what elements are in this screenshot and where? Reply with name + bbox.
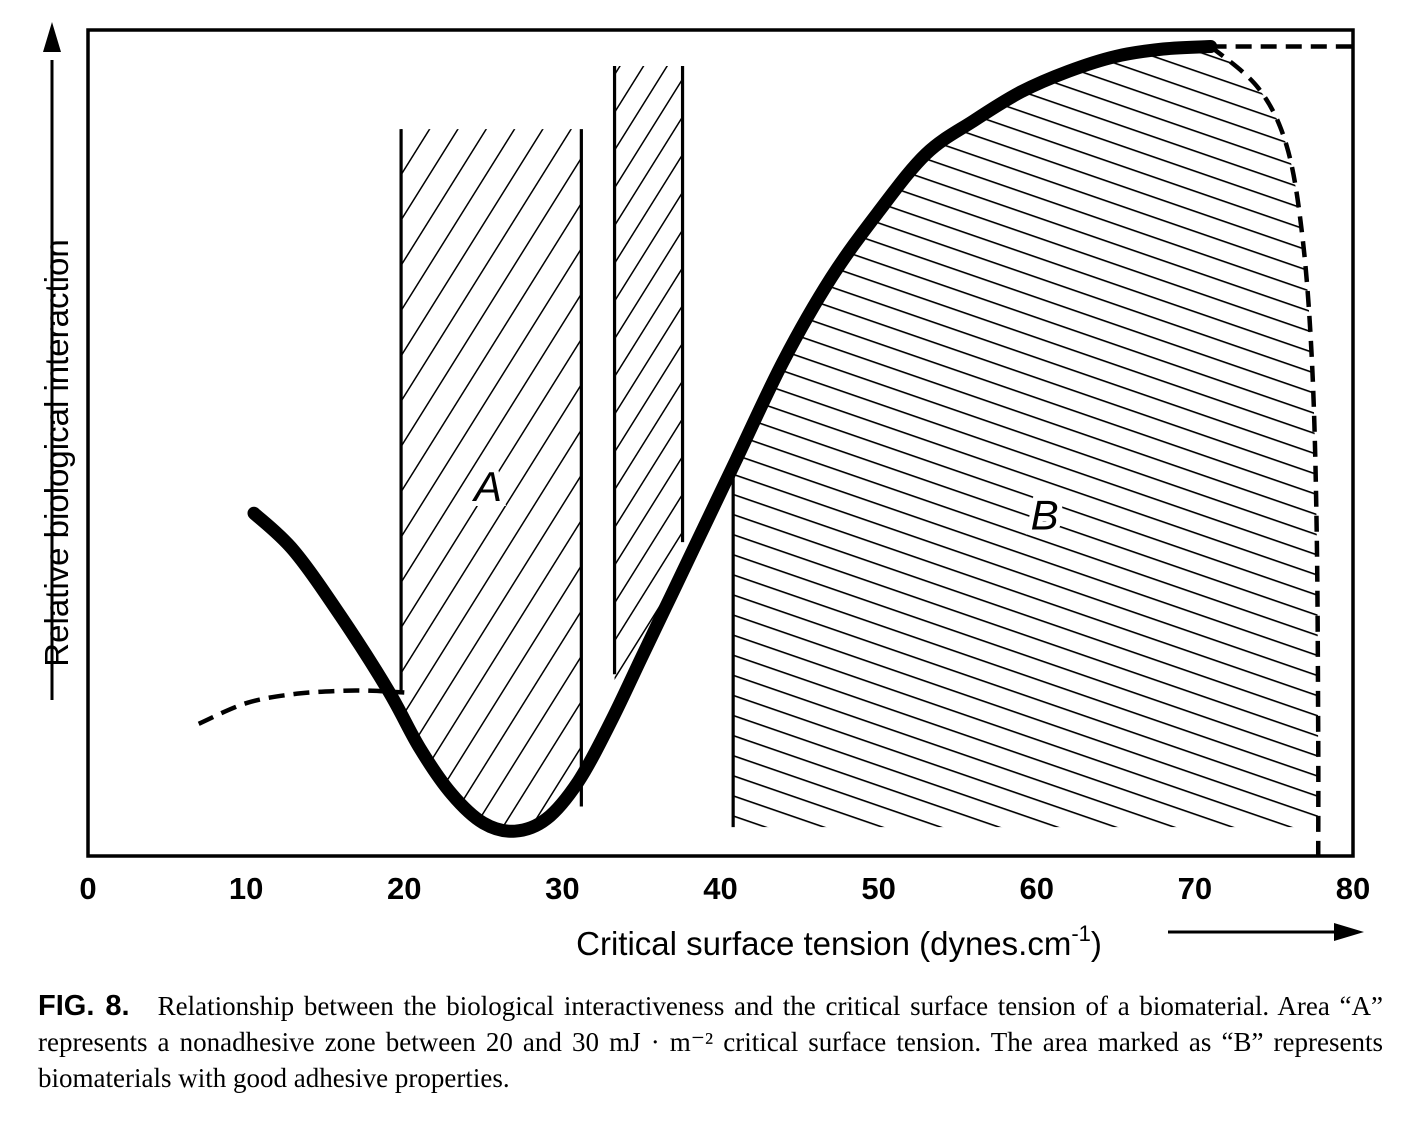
x-tick-label: 30 [545,871,579,906]
caption-text: Relationship between the biological inte… [38,991,1383,1093]
figure-caption: FIG. 8. Relationship between the biologic… [38,988,1383,1096]
area-a-hatch [401,129,582,832]
x-tick-label: 40 [703,871,737,906]
x-tick-label: 60 [1020,871,1054,906]
x-tick-label: 80 [1336,871,1370,906]
area-b-hatch [733,46,1319,828]
x-tick-label: 10 [229,871,263,906]
x-tick-label: 0 [79,871,96,906]
figure-number: FIG. 8. [38,990,130,1022]
x-axis-label-suffix: ) [1091,925,1102,962]
x-tick-label: 20 [387,871,421,906]
x-axis-arrow-head [1334,923,1364,941]
y-axis-arrow-head [43,22,61,52]
x-axis-label-superscript: -1 [1071,921,1091,946]
series-lines [197,40,1353,865]
dashed-curve-1 [197,688,405,726]
main-curve [247,40,1218,838]
x-tick-labels: 0 10 20 30 40 50 60 70 80 [79,871,1370,906]
chart: AB 0 10 20 30 40 50 60 70 80 Relative biological… [38,22,1370,962]
middle-band-hatch [614,66,683,832]
hatched-areas: AB [399,46,1319,832]
x-tick-label: 70 [1178,871,1212,906]
y-axis-label: Relative biological interaction [38,239,75,666]
dashed-curve-3 [1209,44,1321,865]
area-a-label: A [471,463,502,510]
area-b-label: B [1031,492,1059,539]
x-axis-label: Critical surface tension (dynes.cm-1) [576,921,1102,962]
plot-frame [86,28,1355,858]
x-tick-label: 50 [861,871,895,906]
x-axis-label-main: Critical surface tension (dynes.cm [576,925,1071,962]
